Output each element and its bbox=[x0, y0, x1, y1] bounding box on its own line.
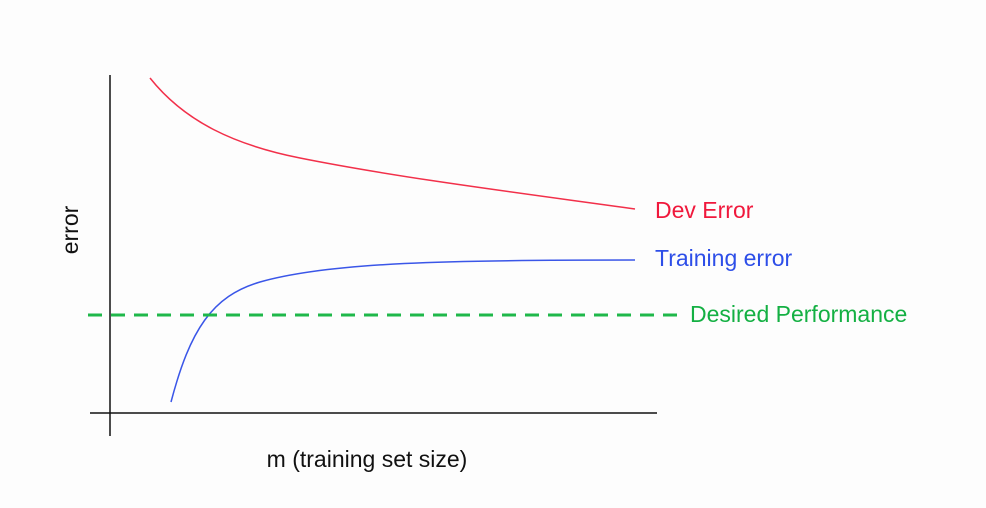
x-axis-label: m (training set size) bbox=[267, 446, 468, 472]
training-error-curve bbox=[170, 259, 636, 403]
dev-error-label: Dev Error bbox=[655, 197, 754, 223]
dev-error-curve bbox=[149, 77, 636, 210]
training-error-label: Training error bbox=[655, 245, 793, 271]
desired-performance-label: Desired Performance bbox=[690, 301, 907, 327]
y-axis-label: error bbox=[57, 205, 83, 254]
